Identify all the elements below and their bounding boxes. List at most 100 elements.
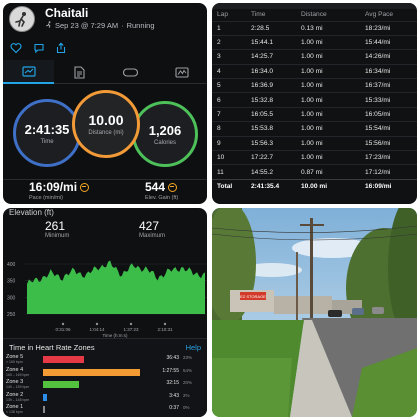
lap-distance: 1.00 mi [296,49,360,65]
elev-gain-value: 544 [145,180,166,194]
storage-sign-text: EZ STORAGE [240,294,266,299]
lap-distance: 0.13 mi [296,20,360,36]
comment-icon[interactable] [33,41,47,55]
lap-pace: 15:54/mi [360,121,417,137]
tab-details[interactable] [54,60,105,84]
hr-zone-row: Zone 3 149 – 159 bpm 32:15 20% [3,379,207,391]
lap-pace: 17:12/mi [360,164,417,180]
lap-number: 4 [212,63,246,79]
table-row[interactable]: 2 15:44.1 1.00 mi 15:44/mi [212,34,417,50]
col-time: Time [251,11,266,19]
user-name[interactable]: Chaitali [45,6,89,20]
time-label: Time [40,138,54,145]
lap-distance: 1.00 mi [296,106,360,122]
elevation-x-tick-dot [61,322,65,326]
table-row[interactable]: 5 16:36.9 1.00 mi 16:37/mi [212,78,417,93]
elevation-x-tick-dot [163,322,167,326]
lap-number: 9 [212,135,246,151]
hr-zones-title: Time in Heart Rate Zones [9,343,95,352]
tab-summary[interactable] [3,60,54,84]
elevation-min-value: 261 [45,219,66,233]
elevation-y-tick: 400 [7,262,16,268]
elevation-x-label: Time (h:m:s) [102,333,128,338]
time-ring: 2:41:35 Time [13,99,81,167]
table-row[interactable]: 10 17:22.7 1.00 mi 17:23/mi [212,150,417,165]
elevation-y-tick: 350 [7,279,16,285]
calories-value: 1,206 [148,122,182,138]
col-lap: Lap [217,11,229,19]
lap-distance: 1.00 mi [296,34,360,50]
hr-zone-range: 139 – 148 bpm [6,397,30,402]
hr-zone-range: 149 – 159 bpm [6,385,30,389]
heart-icon[interactable] [10,41,24,55]
elev-gain-info-icon[interactable] [168,182,178,192]
lap-time: 16:34.0 [246,63,296,79]
elevation-max: 427 Maximum [139,219,165,239]
avatar[interactable] [9,6,35,32]
lap-pace: 16:34/mi [360,63,417,79]
elevation-title: Elevation (ft) [9,208,54,217]
table-row[interactable]: 1 2:28.5 0.13 mi 18:23/mi [212,20,417,36]
meta-separator: · [121,21,124,30]
total-time: 2:41:35.4 [246,178,296,194]
lap-number: 11 [212,164,246,180]
hr-zone-range: 160 – 169 bpm [6,372,30,377]
elevation-min: 261 Minimum [45,219,69,239]
hr-zones-section: Time in Heart Rate Zones Help Zone 5 > 16… [3,338,207,417]
lap-time: 15:32.8 [246,92,296,108]
hr-zone-percent: 54% [183,367,193,373]
hr-zones-help-link[interactable]: Help [185,343,201,352]
laps-header-row: Lap Time Distance Avg Pace [212,9,417,21]
laps-topbar [212,3,417,9]
lap-pace: 16:37/mi [360,78,417,93]
lap-distance: 1.00 mi [296,150,360,165]
table-row[interactable]: 4 16:34.0 1.00 mi 16:34/mi [212,63,417,79]
hr-zone-range: > 169 bpm [6,360,23,364]
calories-ring: 1,206 Calories [132,101,198,167]
elevation-x-tick-dot [95,322,99,326]
elevation-chart: 400 350 300 250 [7,260,207,318]
lap-distance: 1.00 mi [296,92,360,108]
laps-table: Lap Time Distance Avg Pace 1 2:28.5 0.13 m… [212,9,417,194]
table-row[interactable]: 9 15:56.3 1.00 mi 15:56/mi [212,135,417,151]
tab-laps[interactable] [105,60,156,84]
table-row[interactable]: 6 15:32.8 1.00 mi 15:33/mi [212,92,417,108]
lap-number: 7 [212,106,246,122]
table-row[interactable]: 11 14:55.2 0.87 mi 17:12/mi [212,164,417,180]
distance-ring: 10.00 Distance (mi) [72,90,140,158]
total-label: Total [212,178,246,194]
lap-time: 15:44.1 [246,34,296,50]
activity-meta: Sep 23 @ 7:29 AM · Running [45,21,155,30]
runner-avatar-icon [15,12,26,27]
lap-pace: 15:56/mi [360,135,417,151]
elevation-panel: Elevation (ft) 261 Minimum 427 Maximum 4… [3,208,207,417]
hr-zone-name: Zone 2 [6,391,24,398]
lap-number: 2 [212,34,246,50]
lap-time: 15:56.3 [246,135,296,151]
pace-value: 16:09/mi [29,180,78,194]
lap-pace: 14:26/mi [360,49,417,65]
pace-info-icon[interactable] [80,182,90,192]
summary-stats: 16:09/mi Pace (min/mi) 544 Elev. Gain (f… [3,179,207,204]
tab-charts[interactable] [156,60,207,84]
lap-number: 3 [212,49,246,65]
col-avg-pace: Avg Pace [365,11,394,19]
activity-type: Running [126,21,155,30]
table-row[interactable]: 3 14:25.7 1.00 mi 14:26/mi [212,49,417,65]
table-row[interactable]: 7 16:05.5 1.00 mi 16:05/mi [212,106,417,122]
hr-zone-percent: 20% [183,380,193,385]
total-pace: 16:09/mi [360,178,417,194]
lap-pace: 16:05/mi [360,106,417,122]
elevation-max-label: Maximum [139,233,166,239]
table-row[interactable]: 8 15:53.8 1.00 mi 15:54/mi [212,121,417,137]
lap-pace: 15:33/mi [360,92,417,108]
hr-zone-row: Zone 4 160 – 169 bpm 1:27:55 54% [3,367,207,379]
lap-pace: 15:44/mi [360,34,417,50]
elevation-x-tick: 0:31:06 [55,327,71,332]
lap-time: 15:53.8 [246,121,296,137]
pace-label: Pace (min/mi) [29,195,63,201]
activity-tabs [3,60,207,84]
summary-tab-icon [21,65,36,77]
share-icon[interactable] [55,41,69,55]
